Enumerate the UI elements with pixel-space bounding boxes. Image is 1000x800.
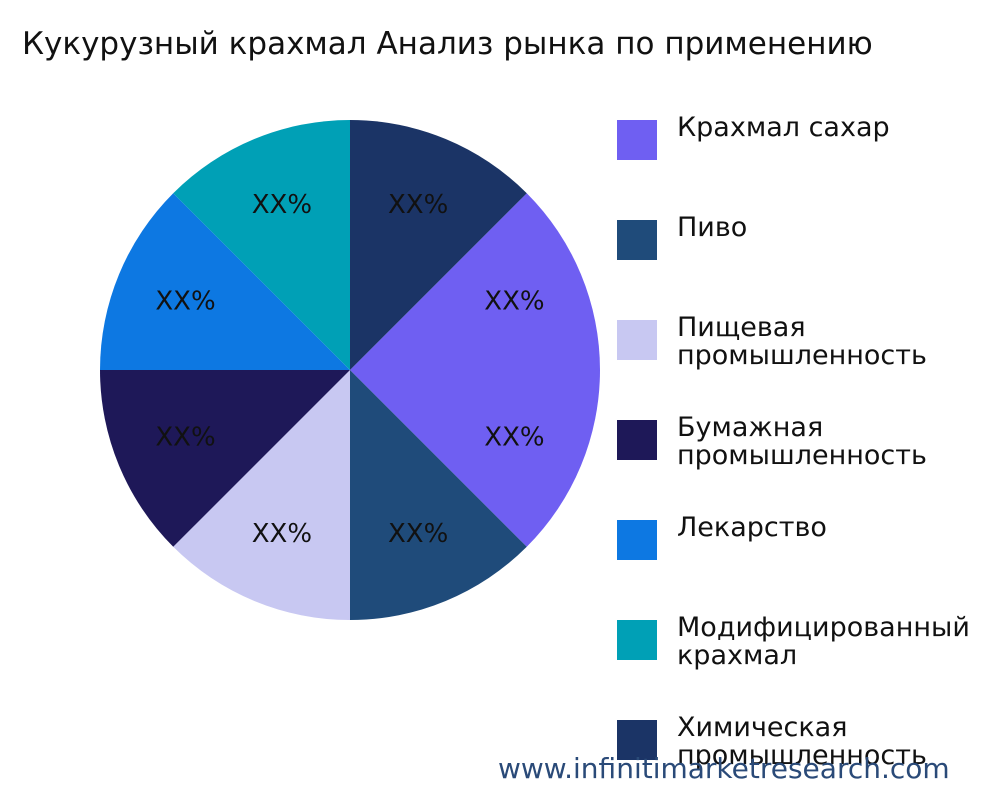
legend-swatch — [617, 320, 657, 360]
data-label: XX% — [388, 190, 448, 220]
legend-swatch — [617, 120, 657, 160]
legend-label: Пиво — [677, 212, 748, 243]
data-label: XX% — [252, 190, 312, 220]
legend-label: Химическая промышленность — [677, 712, 927, 771]
data-label: XX% — [155, 286, 215, 316]
pie-slice — [350, 370, 600, 547]
data-label: XX% — [484, 423, 544, 453]
pie-slice — [350, 370, 527, 620]
legend-entry: Крахмал сахар — [617, 114, 1000, 180]
legend-swatch — [617, 520, 657, 560]
legend-swatch — [617, 720, 657, 760]
legend-label: Бумажная промышленность — [677, 412, 927, 471]
legend-entry: Модифицированный крахмал — [617, 614, 1000, 680]
data-label: XX% — [155, 423, 215, 453]
watermark: www.infinitimarketresearch.com — [498, 752, 950, 785]
legend-entry: Пищевая промышленность — [617, 314, 1000, 380]
legend-label: Модифицированный крахмал — [677, 612, 970, 671]
legend-label: Крахмал сахар — [677, 112, 890, 143]
pie-slice — [173, 370, 350, 620]
data-label: XX% — [484, 286, 544, 316]
data-label: XX% — [252, 519, 312, 549]
legend-entry: Лекарство — [617, 514, 1000, 580]
pie-slice — [350, 193, 600, 370]
legend-swatch — [617, 420, 657, 460]
legend-label: Пищевая промышленность — [677, 312, 927, 371]
legend-label: Лекарство — [677, 512, 827, 543]
pie-slice — [100, 370, 350, 547]
legend-entry: Пиво — [617, 214, 1000, 280]
legend-entry: Химическая промышленность — [617, 714, 1000, 780]
pie-slice — [350, 120, 527, 370]
legend-swatch — [617, 220, 657, 260]
data-label: XX% — [388, 519, 448, 549]
pie-slice — [100, 193, 350, 370]
pie-slice — [173, 120, 350, 370]
legend-swatch — [617, 620, 657, 660]
legend-entry: Бумажная промышленность — [617, 414, 1000, 480]
chart-title: Кукурузный крахмал Анализ рынка по приме… — [22, 26, 873, 62]
